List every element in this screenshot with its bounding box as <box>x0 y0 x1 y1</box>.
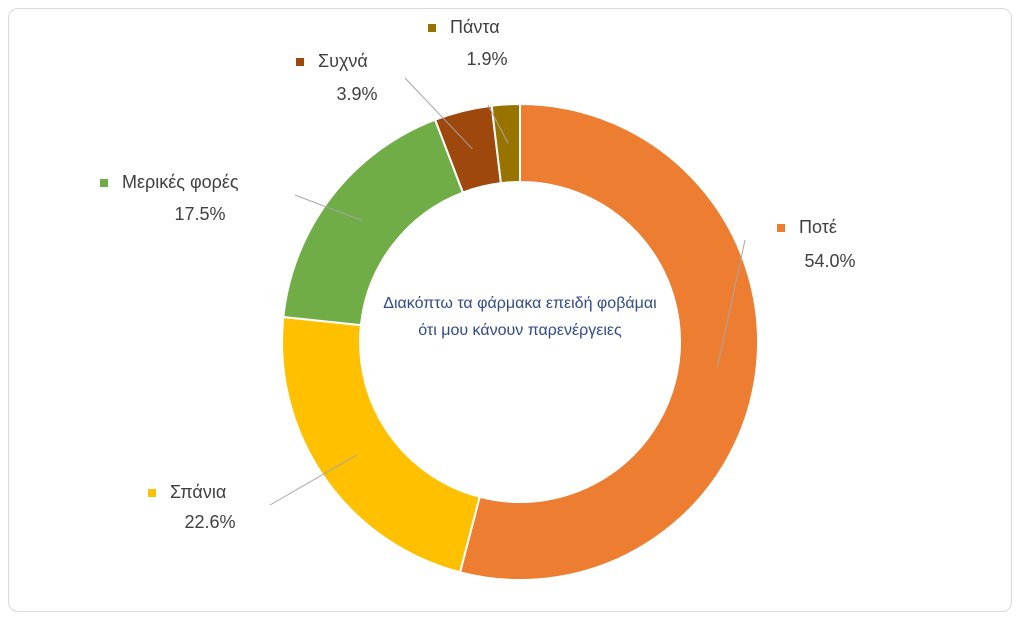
leader-line <box>404 77 473 150</box>
legend-marker <box>100 179 108 187</box>
leader-line <box>487 104 509 144</box>
legend-marker <box>777 224 785 232</box>
value-label: 54.0% <box>804 251 855 271</box>
value-label: 3.9% <box>336 84 377 104</box>
donut-slice <box>490 102 521 185</box>
category-label: Σπάνια <box>170 482 226 502</box>
leader-line <box>294 194 363 222</box>
donut-slice <box>280 315 481 574</box>
category-label: Συχνά <box>318 51 368 71</box>
category-label: Ποτέ <box>799 217 837 237</box>
category-label: Πάντα <box>450 17 500 37</box>
legend-marker <box>148 489 156 497</box>
value-label: 17.5% <box>174 204 225 224</box>
leader-line <box>269 454 357 506</box>
donut-slice <box>458 102 759 581</box>
chart-title: Διακόπτω τα φάρμακα επειδή φοβάμαι ότι μ… <box>383 295 657 339</box>
value-label: 1.9% <box>466 49 507 69</box>
leader-line <box>716 239 746 368</box>
legend-marker <box>296 58 304 66</box>
category-label: Μερικές φορές <box>122 172 239 192</box>
legend-marker <box>428 24 436 32</box>
value-label: 22.6% <box>184 512 235 532</box>
